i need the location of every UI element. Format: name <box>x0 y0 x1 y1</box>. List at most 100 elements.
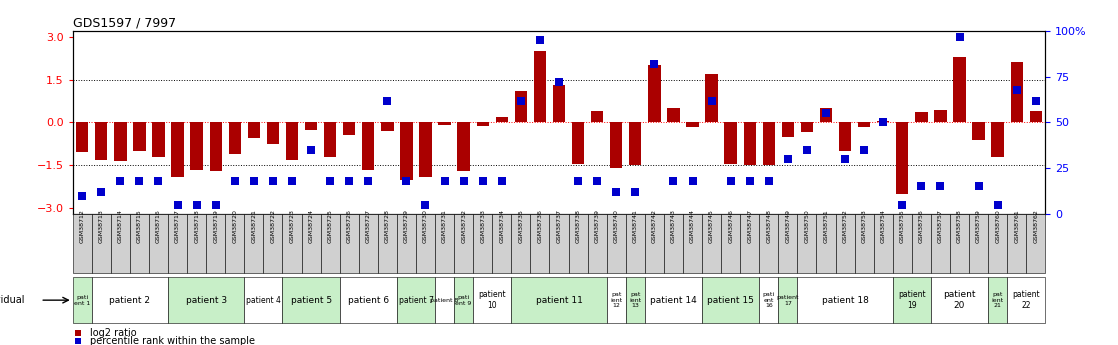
Text: GSM38738: GSM38738 <box>576 209 580 243</box>
Point <box>779 156 797 162</box>
Text: patient 4: patient 4 <box>246 296 281 305</box>
Bar <box>591 111 604 122</box>
Bar <box>473 277 511 323</box>
Bar <box>705 74 718 122</box>
Point <box>683 178 701 184</box>
Bar <box>877 121 890 122</box>
Point <box>378 98 396 103</box>
Text: pati
ent 9: pati ent 9 <box>455 295 472 306</box>
Bar <box>267 122 280 144</box>
Point <box>645 61 663 67</box>
Point <box>188 202 206 208</box>
Bar <box>797 277 893 323</box>
Text: GSM38750: GSM38750 <box>805 209 809 243</box>
Text: GSM38713: GSM38713 <box>98 209 104 243</box>
Point <box>321 178 339 184</box>
Text: GSM38745: GSM38745 <box>709 209 714 243</box>
Bar <box>743 122 756 165</box>
Bar <box>740 214 759 273</box>
Text: log2 ratio: log2 ratio <box>91 328 136 338</box>
Bar <box>1007 214 1026 273</box>
Bar <box>549 214 569 273</box>
Bar <box>762 122 775 165</box>
Text: GSM38724: GSM38724 <box>309 209 313 243</box>
Bar <box>816 214 835 273</box>
Bar <box>73 277 92 323</box>
Point <box>359 178 377 184</box>
Point <box>131 178 149 184</box>
Text: GSM38754: GSM38754 <box>881 209 885 243</box>
Text: GSM38749: GSM38749 <box>785 209 790 243</box>
Text: patient
19: patient 19 <box>898 290 926 310</box>
Bar <box>800 122 813 132</box>
Text: GSM38714: GSM38714 <box>117 209 123 243</box>
Bar <box>969 214 988 273</box>
Text: GSM38734: GSM38734 <box>500 209 504 243</box>
Text: GSM38725: GSM38725 <box>328 209 333 243</box>
Point <box>474 178 492 184</box>
Bar <box>667 108 680 122</box>
Bar <box>264 214 283 273</box>
Text: patient 11: patient 11 <box>536 296 582 305</box>
Bar <box>931 277 988 323</box>
Point <box>1026 98 1044 103</box>
Bar <box>495 117 508 122</box>
Text: GSM38760: GSM38760 <box>995 209 1001 243</box>
Bar <box>607 277 626 323</box>
Bar <box>533 51 546 122</box>
Bar <box>569 214 588 273</box>
Text: pat
ient
21: pat ient 21 <box>992 292 1004 308</box>
Text: patient 15: patient 15 <box>708 296 754 305</box>
Bar <box>724 122 737 164</box>
Point <box>912 184 930 189</box>
Text: GSM38758: GSM38758 <box>957 209 961 243</box>
Bar <box>702 277 759 323</box>
Text: GSM38740: GSM38740 <box>614 209 618 243</box>
Bar <box>362 122 375 170</box>
Text: pat
ient
12: pat ient 12 <box>610 292 623 308</box>
Point <box>836 156 854 162</box>
Bar <box>114 122 126 161</box>
Text: GSM38753: GSM38753 <box>862 209 866 243</box>
Bar <box>168 277 245 323</box>
Point <box>798 147 816 153</box>
Bar <box>209 122 221 171</box>
Bar <box>781 122 794 137</box>
Bar <box>819 108 832 122</box>
Text: GSM38729: GSM38729 <box>404 209 409 243</box>
Bar <box>228 122 241 154</box>
Bar <box>778 277 797 323</box>
Point <box>340 178 358 184</box>
Bar <box>588 214 607 273</box>
Point <box>664 178 682 184</box>
Point <box>760 178 778 184</box>
Point <box>512 98 530 103</box>
Bar <box>610 122 623 168</box>
Text: patient
22: patient 22 <box>1013 290 1040 310</box>
Point <box>607 189 625 195</box>
Bar <box>931 214 950 273</box>
Text: GSM38735: GSM38735 <box>519 209 523 243</box>
Bar <box>1011 62 1023 122</box>
Bar <box>302 214 321 273</box>
Bar <box>514 91 527 122</box>
Text: patient 5: patient 5 <box>291 296 332 305</box>
Bar <box>95 122 107 160</box>
Bar <box>419 122 432 177</box>
Text: percentile rank within the sample: percentile rank within the sample <box>91 336 255 345</box>
Bar <box>130 214 149 273</box>
Bar <box>645 214 664 273</box>
Text: GSM38741: GSM38741 <box>633 209 637 243</box>
Bar <box>149 214 168 273</box>
Bar <box>92 277 168 323</box>
Point <box>69 338 87 344</box>
Point <box>398 178 416 184</box>
Bar <box>187 214 206 273</box>
Bar <box>435 214 454 273</box>
Bar <box>416 214 435 273</box>
Text: GSM38755: GSM38755 <box>900 209 904 243</box>
Text: GSM38748: GSM38748 <box>766 209 771 243</box>
Text: patient
10: patient 10 <box>479 290 506 310</box>
Point <box>588 178 606 184</box>
Point <box>874 120 892 125</box>
